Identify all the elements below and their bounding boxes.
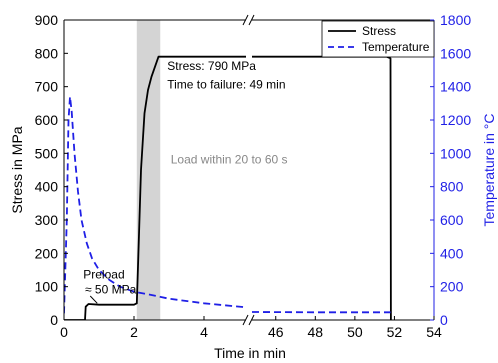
axis-break-mark <box>248 14 255 26</box>
y-left-tick-label: 900 <box>35 12 59 28</box>
axis-break-mark <box>242 314 249 326</box>
legend-stress-label: Stress <box>362 24 396 38</box>
axis-break-mark <box>242 14 249 26</box>
preload-pointer <box>89 295 98 304</box>
y-right-tick-label: 600 <box>440 212 464 228</box>
y-left-tick-label: 100 <box>35 279 59 295</box>
series-line-stress-a <box>64 55 246 320</box>
loading-window-band <box>136 20 161 320</box>
y-right-tick-label: 1800 <box>440 12 471 28</box>
y-right-tick-label: 800 <box>440 179 464 195</box>
annotation-3: Preload <box>83 267 124 281</box>
annotation-1: Time to failure: 49 min <box>167 77 285 91</box>
y-right-tick-label: 0 <box>440 312 448 328</box>
x-tick-label: 0 <box>60 324 68 340</box>
annotation-4: ≈ 50 MPa <box>85 282 137 296</box>
x-tick-label: 46 <box>268 324 284 340</box>
y-left-tick-label: 600 <box>35 112 59 128</box>
y-left-tick-label: 700 <box>35 79 59 95</box>
x-tick-label: 50 <box>347 324 363 340</box>
y-left-tick-label: 500 <box>35 145 59 161</box>
legend-box <box>321 20 435 58</box>
x-tick-label: 4 <box>200 324 208 340</box>
y-right-tick-label: 1600 <box>440 45 471 61</box>
y-left-tick-label: 0 <box>50 312 58 328</box>
ticks-layer: 0100200300400500600700800900020040060080… <box>35 12 472 340</box>
x-tick-label: 52 <box>387 324 403 340</box>
y-right-tick-label: 1000 <box>440 145 471 161</box>
axis-break-mark <box>248 314 255 326</box>
y-axis-left-label: Stress in MPa <box>9 126 25 213</box>
x-axis-label: Time in min <box>214 345 286 361</box>
y-axis-right-label: Temperature in °C <box>481 114 497 227</box>
y-right-tick-label: 1400 <box>440 79 471 95</box>
legend: Stress Temperature <box>321 20 435 58</box>
series-line-temperature-a <box>64 95 246 314</box>
x-tick-label: 54 <box>426 324 442 340</box>
y-left-tick-label: 300 <box>35 212 59 228</box>
annotation-layer: Stress: 790 MPa Time to failure: 49 min Lo… <box>83 59 288 304</box>
annotation-0: Stress: 790 MPa <box>167 59 256 73</box>
y-right-tick-label: 1200 <box>440 112 471 128</box>
x-tick-label: 2 <box>130 324 138 340</box>
annotation-2: Load within 20 to 60 s <box>171 152 288 166</box>
y-left-tick-label: 400 <box>35 179 59 195</box>
y-right-tick-label: 400 <box>440 245 464 261</box>
y-left-tick-label: 800 <box>35 45 59 61</box>
y-right-tick-label: 200 <box>440 279 464 295</box>
y-left-tick-label: 200 <box>35 245 59 261</box>
highlight-layer <box>136 20 161 320</box>
legend-temperature-label: Temperature <box>362 40 430 54</box>
series-line-stress-b <box>252 55 392 320</box>
x-tick-label: 48 <box>308 324 324 340</box>
plot-frame <box>63 14 435 326</box>
